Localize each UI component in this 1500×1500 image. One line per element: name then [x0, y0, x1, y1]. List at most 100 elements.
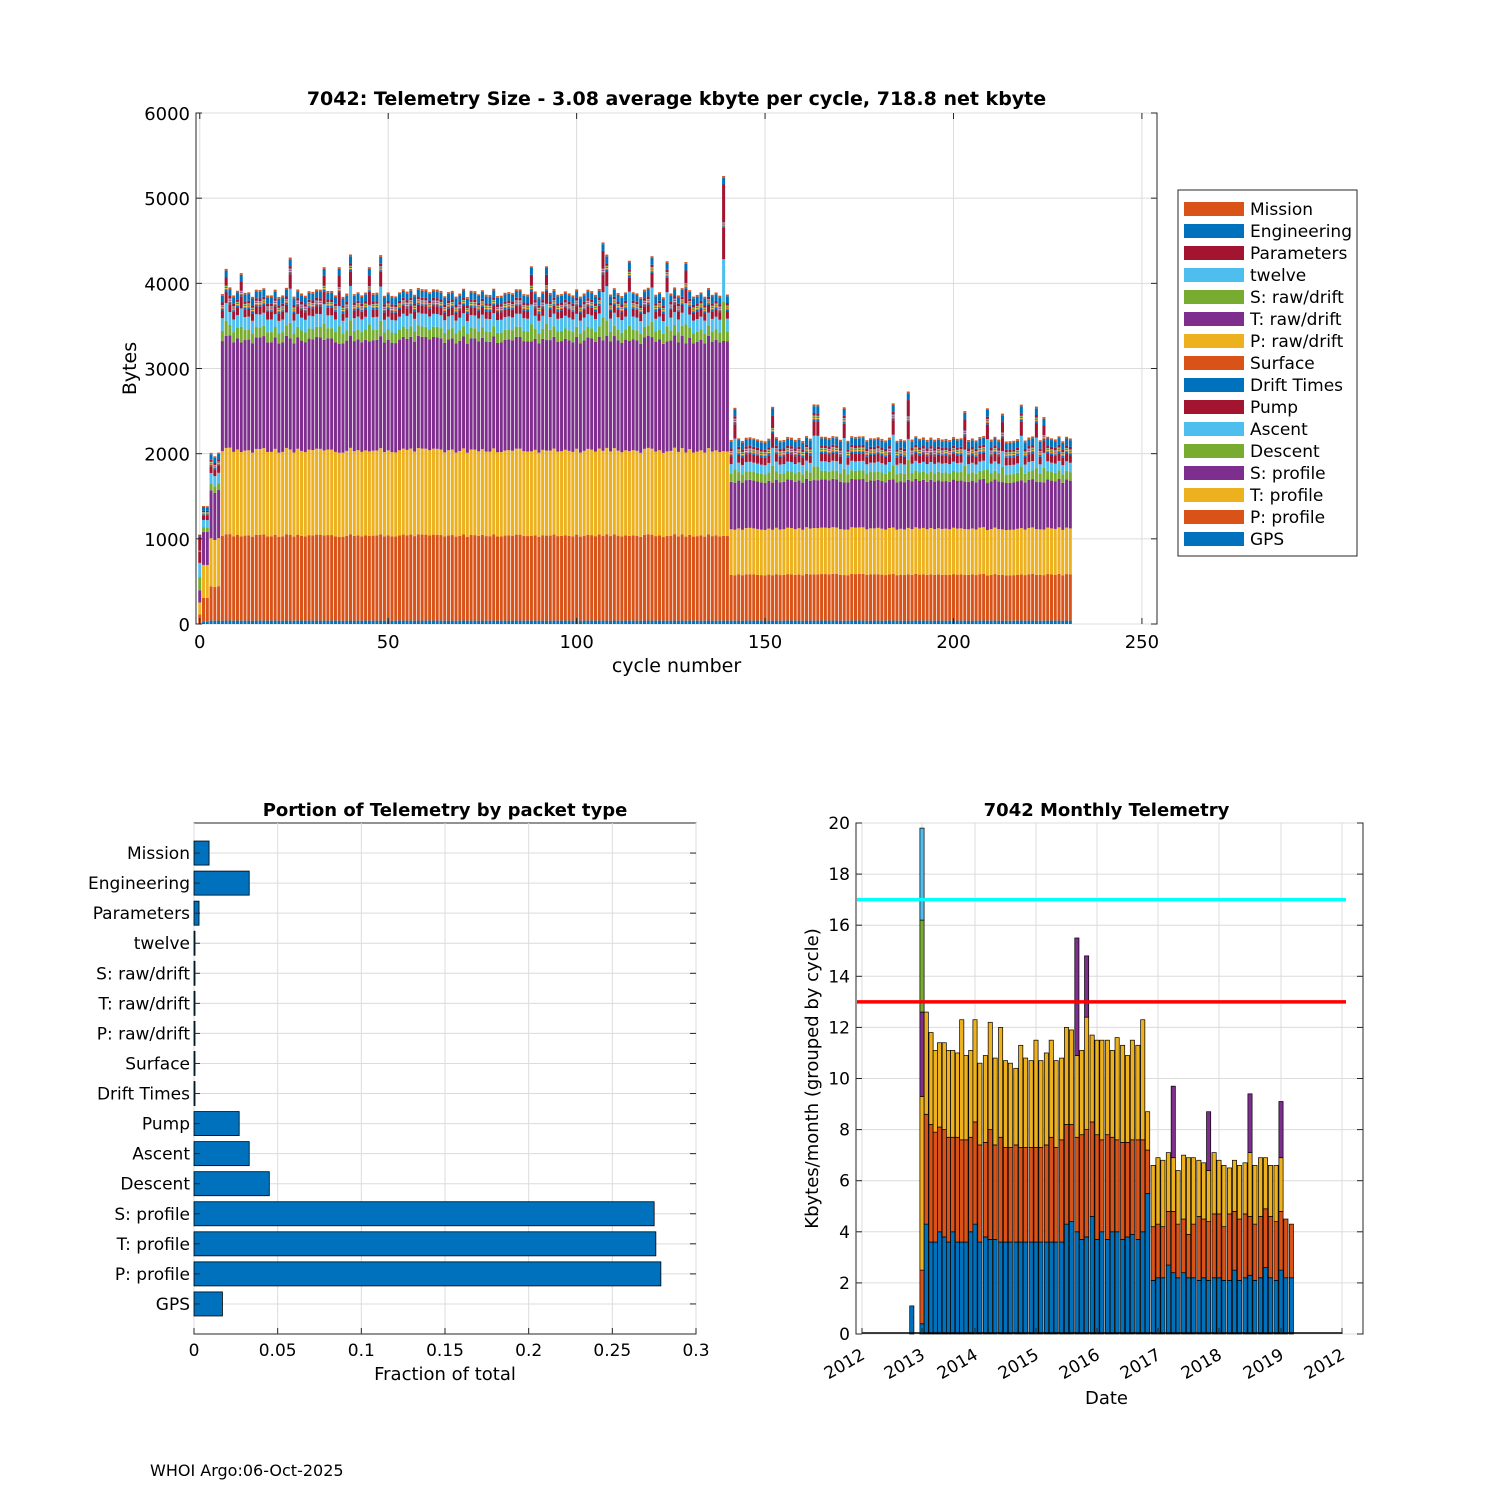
- top-bar-segment: [993, 449, 997, 451]
- br-xtick-label: 2014: [934, 1345, 981, 1384]
- top-bar-segment: [480, 302, 484, 304]
- top-bar-segment: [835, 453, 839, 462]
- top-bar-segment: [748, 437, 752, 440]
- top-bar-segment: [552, 304, 556, 306]
- top-bar-segment: [311, 305, 315, 306]
- top-bar-segment: [1031, 470, 1035, 480]
- legend-swatch: [1184, 378, 1244, 392]
- top-bar-segment: [1012, 482, 1016, 530]
- br-bar-segment: [998, 1136, 1004, 1243]
- top-bar-segment: [303, 536, 307, 621]
- top-bar-segment: [443, 312, 447, 321]
- top-bar-segment: [624, 450, 628, 536]
- top-bar-segment: [446, 292, 451, 294]
- top-bar-segment: [854, 436, 858, 439]
- top-bar-segment: [876, 527, 880, 575]
- top-bar-segment: [891, 418, 895, 421]
- br-bar-segment: [923, 1113, 929, 1225]
- top-bar-segment: [985, 469, 989, 484]
- top-bar-segment: [620, 309, 624, 311]
- top-bar-segment: [382, 310, 386, 313]
- top-bar-segment: [1000, 451, 1004, 467]
- top-bar-segment: [1027, 461, 1031, 472]
- top-bar-segment: [627, 291, 631, 326]
- top-bar-segment: [718, 332, 722, 343]
- top-bar-segment: [435, 448, 439, 535]
- top-bar-segment: [405, 328, 409, 339]
- top-bar-segment: [251, 309, 255, 310]
- top-bar-segment: [616, 293, 620, 295]
- top-bar-segment: [831, 437, 835, 445]
- top-bar-segment: [330, 307, 334, 316]
- top-bar-segment: [243, 304, 247, 306]
- top-bar-segment: [703, 309, 707, 311]
- top-bar-segment: [970, 446, 974, 450]
- top-bar-segment: [642, 303, 646, 305]
- top-bar-segment: [955, 455, 959, 464]
- top-bar-segment: [1016, 447, 1020, 451]
- top-bar-segment: [556, 296, 560, 304]
- top-bar-segment: [605, 447, 609, 535]
- top-bar-segment: [232, 307, 236, 309]
- top-bar-segment: [341, 310, 345, 312]
- top-bar-segment: [220, 295, 224, 303]
- top-bar-segment: [300, 301, 304, 305]
- top-bar-segment: [315, 306, 319, 314]
- top-bar-segment: [266, 342, 270, 452]
- top-bar-segment: [737, 462, 741, 473]
- top-bar-segment: [382, 536, 386, 621]
- top-bar-segment: [511, 450, 515, 536]
- bl-xtick-label: 0.05: [259, 1341, 297, 1361]
- top-bar-segment: [484, 308, 488, 310]
- top-bar-segment: [262, 534, 266, 621]
- top-bar-segment: [744, 574, 748, 621]
- top-bar-segment: [1027, 454, 1031, 462]
- top-bar-segment: [658, 300, 662, 304]
- top-bar-segment: [209, 452, 213, 455]
- top-bar-segment: [281, 308, 285, 310]
- top-bar-segment: [722, 177, 726, 185]
- top-bar-segment: [405, 449, 409, 536]
- top-bar-segment: [786, 620, 790, 624]
- top-bar-segment: [488, 308, 492, 309]
- top-bar-segment: [951, 574, 956, 621]
- br-bar-segment: [928, 1241, 934, 1335]
- top-bar-segment: [1023, 464, 1027, 474]
- top-bar-segment: [1046, 445, 1050, 448]
- top-bar-segment: [707, 620, 711, 624]
- top-bar-segment: [752, 480, 756, 529]
- top-bar-segment: [552, 302, 556, 304]
- top-bar-segment: [872, 449, 876, 451]
- top-bar-segment: [443, 620, 447, 624]
- top-bar-segment: [684, 536, 688, 621]
- legend-label: Drift Times: [1250, 376, 1343, 396]
- top-bar-segment: [251, 320, 255, 334]
- top-bar-segment: [458, 305, 462, 306]
- top-bar-segment: [492, 305, 496, 314]
- top-bar-segment: [529, 324, 533, 342]
- top-bar-segment: [431, 620, 435, 624]
- top-bar-segment: [503, 306, 507, 308]
- top-bar-segment: [854, 470, 858, 480]
- top-bar-segment: [198, 562, 202, 578]
- top-bar-segment: [661, 298, 665, 306]
- top-bar-segment: [771, 430, 775, 431]
- top-bar-segment: [254, 289, 258, 292]
- top-bar-segment: [846, 452, 850, 454]
- top-bar-segment: [948, 481, 952, 530]
- top-bar-segment: [665, 292, 669, 327]
- top-bar-segment: [797, 449, 801, 451]
- top-bar-segment: [511, 294, 515, 302]
- top-bar-segment: [729, 448, 733, 451]
- top-bar-segment: [202, 506, 206, 511]
- legend-label: T: profile: [1249, 486, 1323, 506]
- top-bar-segment: [786, 452, 790, 454]
- top-bar-segment: [895, 440, 899, 443]
- top-bar-segment: [654, 318, 658, 332]
- top-bar-segment: [816, 417, 820, 419]
- top-bar-segment: [352, 310, 356, 319]
- legend-swatch: [1184, 312, 1244, 326]
- top-bar-segment: [707, 534, 711, 621]
- top-bar-segment: [820, 449, 824, 451]
- top-bar-segment: [401, 336, 405, 449]
